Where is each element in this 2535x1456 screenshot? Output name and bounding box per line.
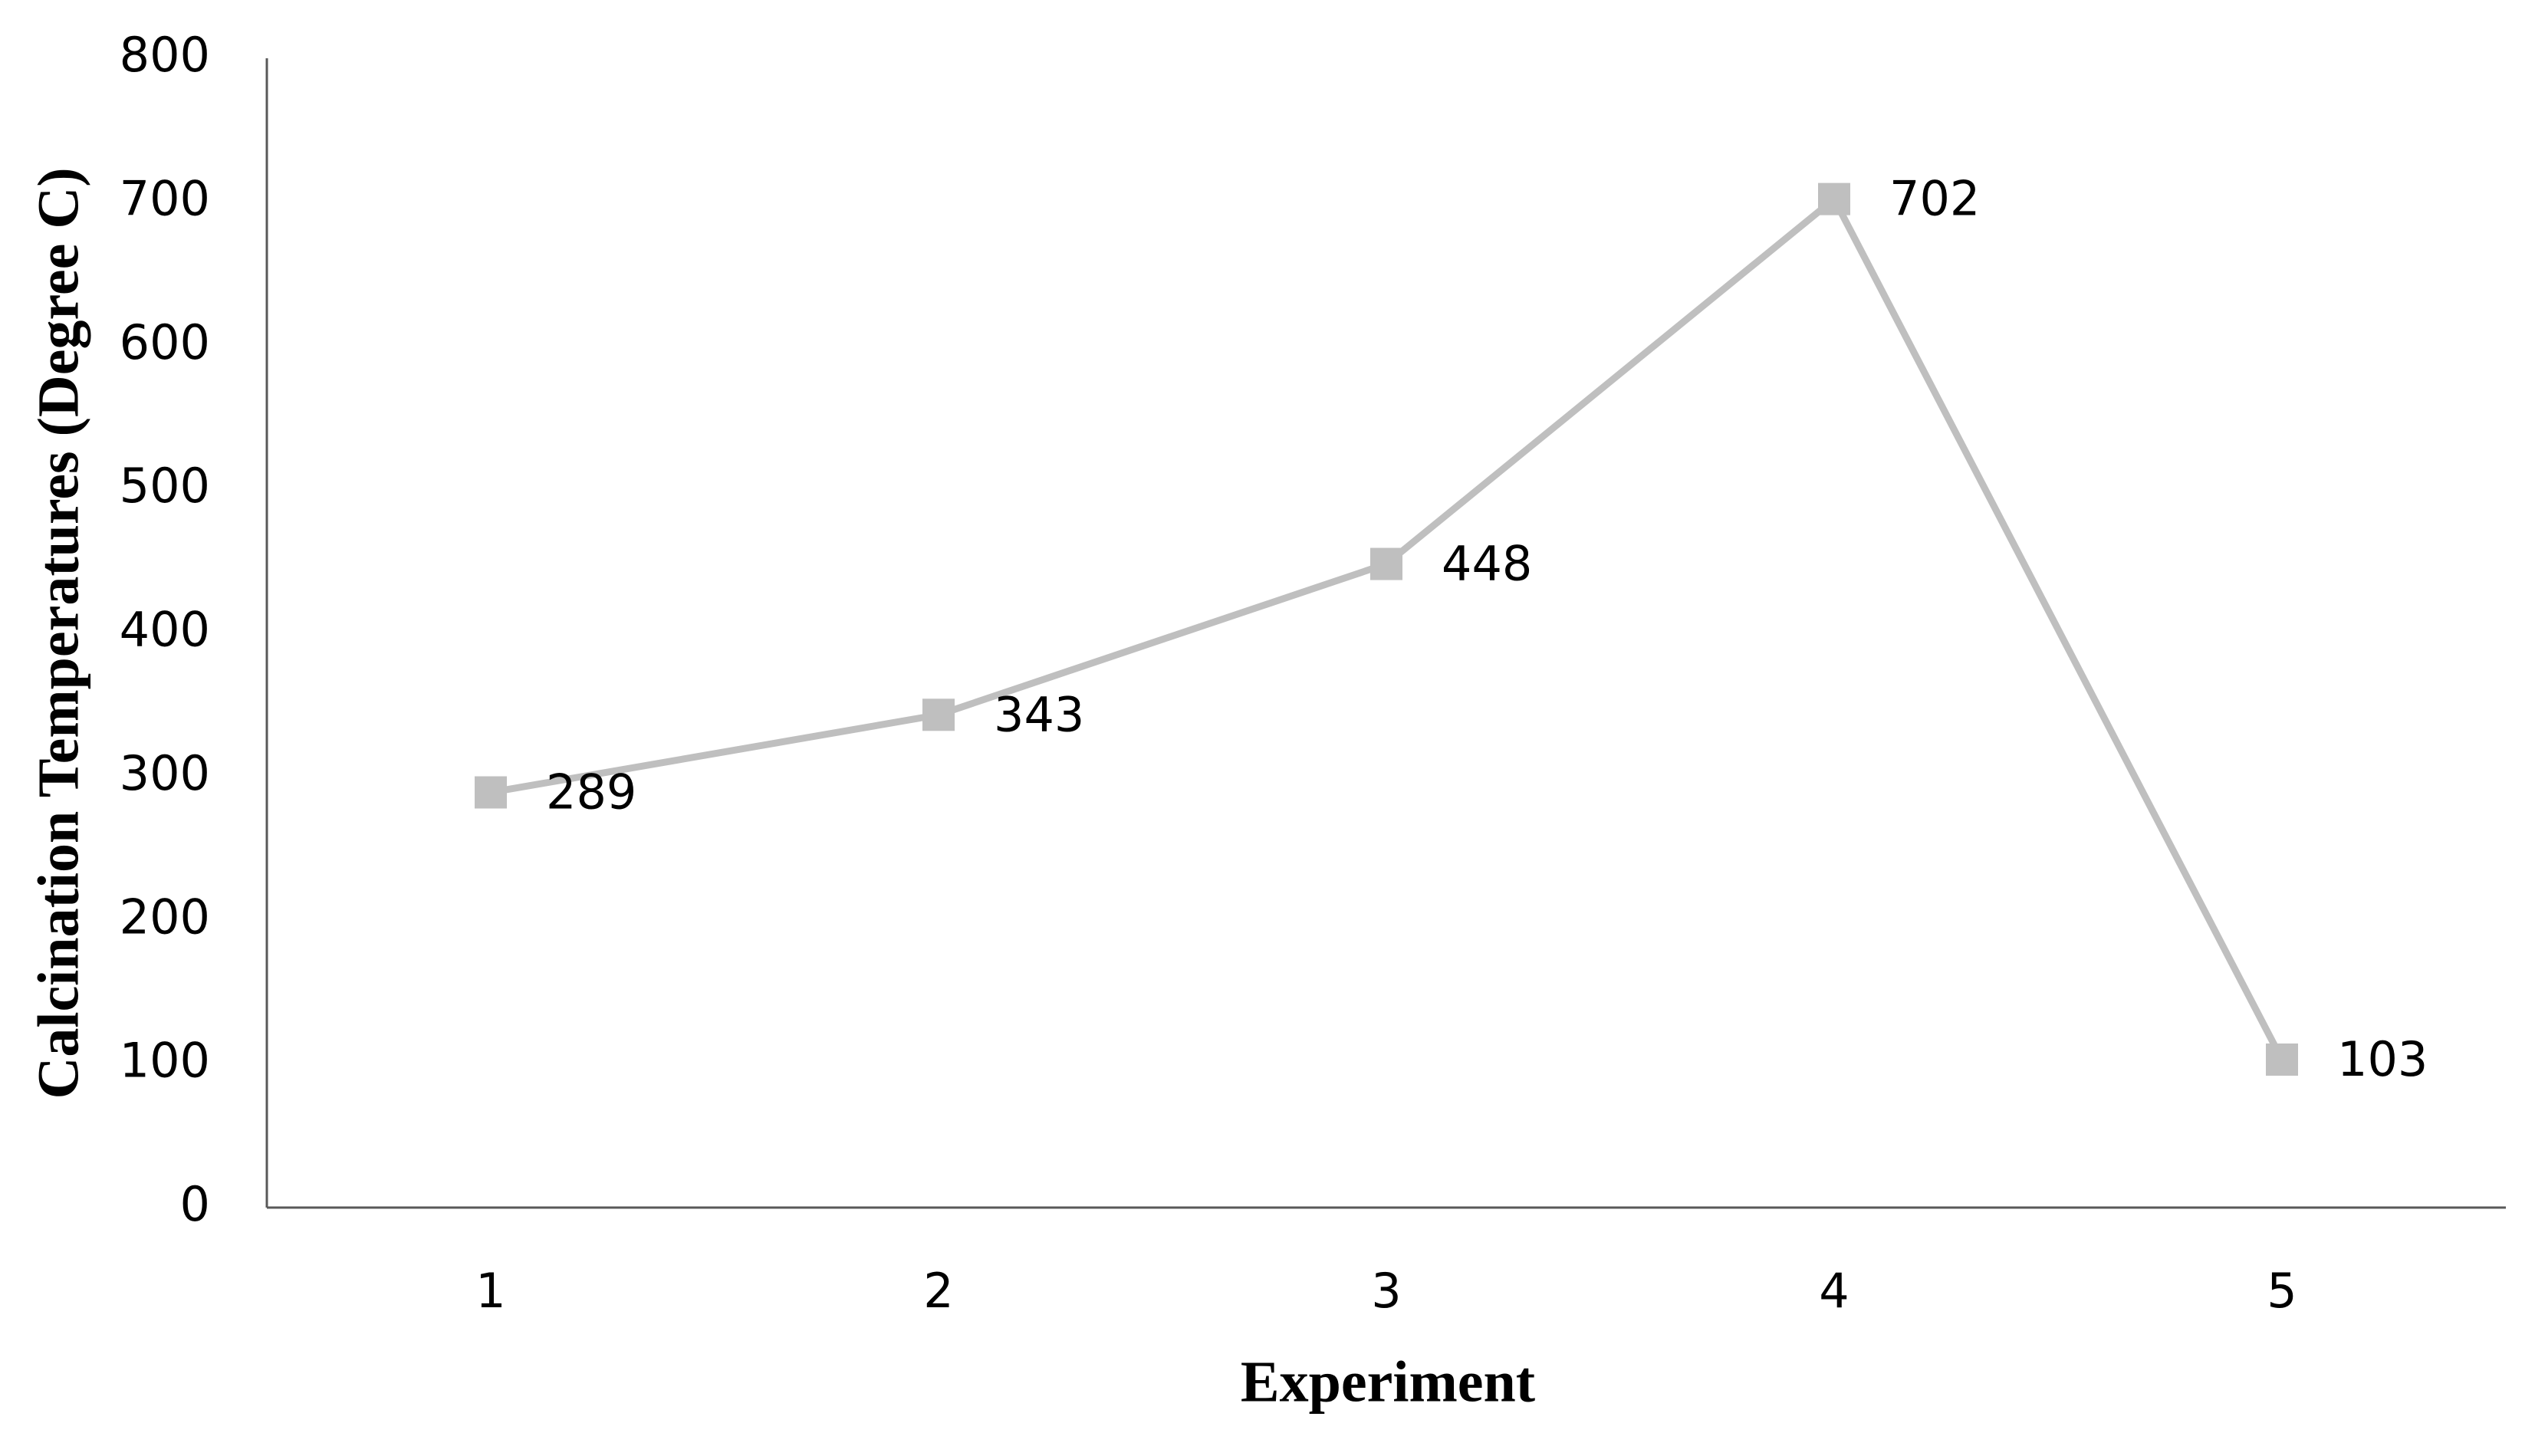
- y-tick-label: 100: [120, 1033, 210, 1089]
- x-tick-label: 3: [1371, 1263, 1401, 1319]
- data-label: 289: [546, 764, 636, 820]
- y-tick-label: 0: [180, 1176, 210, 1232]
- data-label: 343: [994, 686, 1084, 742]
- y-tick-label: 600: [120, 314, 210, 370]
- y-tick-label: 700: [120, 170, 210, 226]
- x-axis-title: Experiment: [1241, 1349, 1535, 1414]
- x-tick-label: 4: [1819, 1263, 1849, 1319]
- data-marker: [1370, 547, 1402, 580]
- y-tick-label: 300: [120, 745, 210, 801]
- data-marker: [2266, 1044, 2298, 1076]
- data-label: 702: [1889, 171, 1980, 227]
- y-tick-label: 200: [120, 889, 210, 945]
- y-tick-label: 400: [120, 602, 210, 658]
- data-label: 103: [2337, 1031, 2428, 1087]
- data-marker: [922, 698, 955, 731]
- x-tick-label: 1: [475, 1263, 505, 1319]
- data-label: 448: [1442, 536, 1532, 592]
- data-marker: [475, 776, 507, 809]
- x-tick-label: 5: [2267, 1263, 2297, 1319]
- y-axis-title: Calcination Temperatures (Degree C): [26, 167, 90, 1099]
- y-tick-label: 800: [120, 27, 210, 83]
- data-line: [490, 196, 2285, 1062]
- y-tick-label: 500: [120, 458, 210, 514]
- data-marker: [1818, 182, 1850, 215]
- x-tick-label: 2: [923, 1263, 953, 1319]
